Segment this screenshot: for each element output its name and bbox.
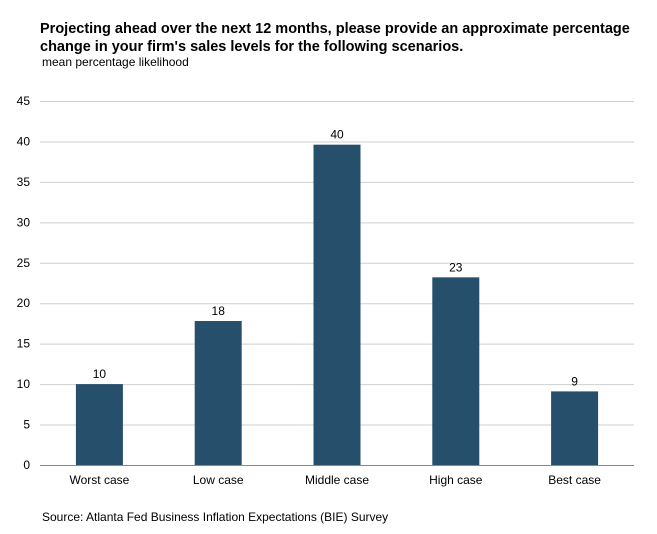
bar <box>551 391 599 465</box>
y-tick-label: 20 <box>17 296 31 310</box>
bar <box>432 277 480 465</box>
data-labels: 10 18 40 23 9 <box>93 128 579 389</box>
y-tick-label: 40 <box>17 134 31 148</box>
data-label: 10 <box>93 367 107 381</box>
x-tick-label: High case <box>429 473 483 487</box>
y-tick-label: 0 <box>23 458 30 472</box>
data-label: 9 <box>571 374 578 388</box>
x-tick-label: Low case <box>193 473 244 487</box>
y-tick-label: 45 <box>17 94 31 108</box>
y-tick-label: 35 <box>17 175 31 189</box>
bar <box>75 384 123 465</box>
data-label: 40 <box>330 128 344 142</box>
chart-subtitle: mean percentage likelihood <box>42 55 189 69</box>
x-tick-label: Best case <box>548 473 601 487</box>
bars <box>75 144 599 465</box>
y-tick-label: 30 <box>17 215 31 229</box>
data-label: 18 <box>212 304 226 318</box>
x-axis-ticks: Worst case Low case Middle case High case Be… <box>70 473 602 487</box>
y-tick-label: 15 <box>17 337 31 351</box>
bar <box>313 144 361 465</box>
x-tick-label: Worst case <box>70 473 130 487</box>
source-note: Source: Atlanta Fed Business Inflation E… <box>42 510 389 524</box>
y-tick-label: 10 <box>17 377 31 391</box>
bar <box>194 321 242 465</box>
y-tick-label: 25 <box>17 256 31 270</box>
chart-title: Projecting ahead over the next 12 months… <box>40 21 630 55</box>
y-tick-label: 5 <box>23 418 30 432</box>
data-label: 23 <box>449 260 463 274</box>
y-axis-ticks: 0 5 10 15 20 25 30 35 40 45 <box>17 94 31 472</box>
x-tick-label: Middle case <box>305 473 369 487</box>
